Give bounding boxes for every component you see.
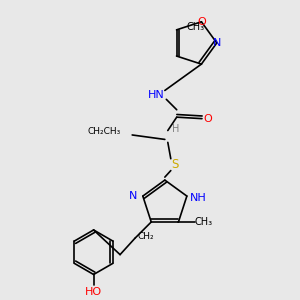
Text: CH₂: CH₂ [138,232,154,241]
Text: CH₃: CH₃ [187,22,205,32]
Text: CH₂CH₃: CH₂CH₃ [87,128,120,136]
Text: O: O [203,114,212,124]
Text: HO: HO [85,287,102,297]
Text: N: N [213,38,221,48]
Text: CH₃: CH₃ [195,217,213,227]
Text: NH: NH [190,193,207,202]
Text: N: N [128,191,137,201]
Text: O: O [197,17,206,27]
Text: S: S [172,158,179,171]
Text: H: H [172,124,179,134]
Text: HN: HN [148,90,164,100]
